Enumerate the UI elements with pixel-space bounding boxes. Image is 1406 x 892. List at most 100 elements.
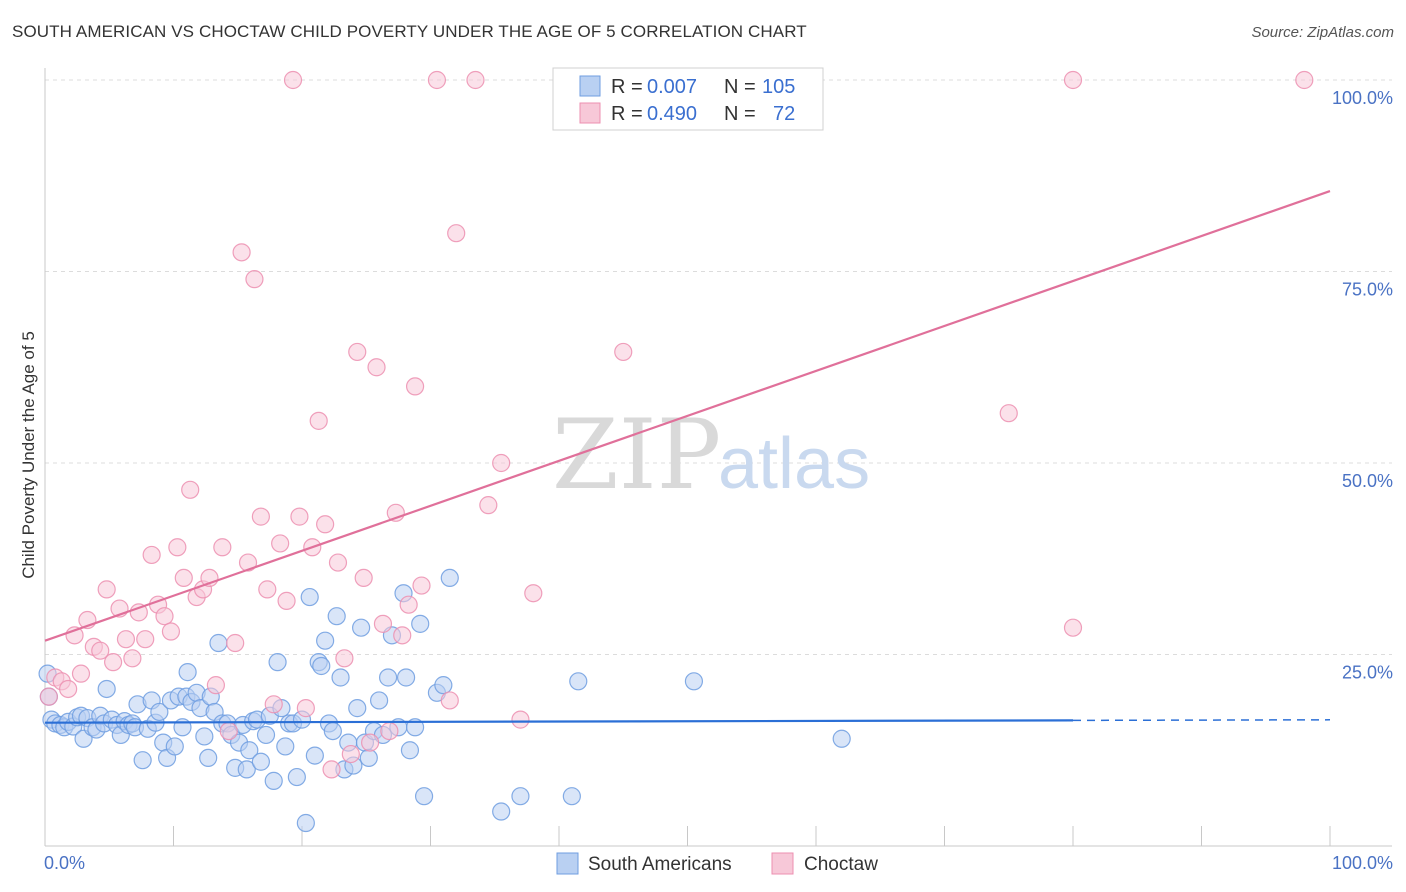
- data-point: [245, 270, 264, 289]
- data-point: [276, 737, 295, 756]
- axes: [44, 68, 1392, 847]
- data-point: [1295, 70, 1314, 90]
- bottom-legend-swatch-south-americans: [556, 852, 579, 875]
- data-point: [479, 496, 498, 515]
- data-point: [832, 729, 851, 748]
- grid: [45, 79, 1392, 655]
- x-tick-label-0: 0.0%: [44, 853, 85, 873]
- x-tick-label-1: 100.0%: [1332, 853, 1393, 873]
- data-point: [412, 576, 431, 595]
- data-point: [511, 710, 530, 729]
- y-tick-label-1: 50.0%: [1342, 471, 1393, 491]
- data-point: [237, 760, 256, 779]
- data-point: [328, 553, 348, 572]
- data-point: [440, 691, 459, 710]
- data-point: [209, 633, 228, 653]
- data-point: [300, 587, 319, 607]
- data-point: [569, 672, 588, 691]
- legend-r-label-1: R =: [611, 103, 643, 125]
- data-point: [206, 676, 226, 695]
- data-point: [251, 507, 270, 526]
- data-point: [405, 718, 425, 737]
- data-point: [226, 633, 245, 653]
- legend: R = 0.007 N = 105 R = 0.490 N = 72: [552, 67, 824, 131]
- watermark-atlas: atlas: [718, 424, 870, 504]
- data-point: [405, 377, 425, 396]
- legend-n-value-1: 72: [773, 103, 795, 125]
- data-point: [323, 721, 342, 741]
- data-point: [524, 584, 543, 603]
- data-point: [39, 687, 58, 706]
- data-point: [251, 752, 270, 771]
- data-point: [181, 480, 200, 499]
- y-tick-label-3: 100.0%: [1332, 88, 1393, 108]
- data-point: [142, 545, 161, 565]
- data-point: [97, 580, 116, 599]
- data-point: [238, 553, 258, 572]
- data-point: [71, 664, 91, 683]
- data-point: [136, 630, 155, 649]
- data-point: [258, 580, 277, 599]
- data-point: [348, 342, 367, 362]
- y-tick-label-0: 25.0%: [1342, 663, 1393, 683]
- data-point: [434, 676, 453, 695]
- data-points: [38, 70, 1314, 833]
- legend-r-value-1: 0.490: [647, 103, 697, 125]
- data-point: [165, 737, 184, 756]
- data-point: [123, 649, 142, 668]
- bottom-legend-label-choctaw: Choctaw: [804, 854, 878, 875]
- data-point: [316, 515, 335, 534]
- legend-swatch-south-americans: [579, 75, 601, 97]
- data-point: [287, 767, 306, 787]
- data-point: [361, 733, 380, 752]
- data-point: [312, 656, 331, 676]
- data-point: [411, 614, 430, 633]
- data-point: [133, 751, 152, 770]
- bottom-legend-swatch-choctaw: [771, 852, 794, 875]
- data-point: [380, 721, 399, 741]
- data-point: [359, 748, 378, 768]
- legend-n-label-0: N =: [724, 76, 756, 98]
- bottom-legend-label-south-americans: South Americans: [588, 854, 732, 875]
- data-point: [400, 741, 420, 760]
- data-point: [256, 725, 276, 745]
- data-point: [264, 695, 283, 714]
- data-point: [492, 802, 511, 821]
- data-point: [195, 727, 214, 746]
- watermark: ZIP atlas: [552, 399, 870, 511]
- data-point: [309, 411, 328, 430]
- data-point: [296, 699, 315, 718]
- legend-n-label-1: N =: [724, 103, 756, 125]
- data-point: [393, 626, 412, 645]
- data-point: [129, 603, 148, 622]
- data-point: [268, 653, 287, 672]
- data-point: [178, 663, 197, 682]
- data-point: [367, 358, 386, 377]
- data-point: [331, 668, 350, 687]
- data-point: [322, 760, 341, 779]
- x-tick-labels: 0.0% 100.0%: [44, 853, 1393, 873]
- data-point: [232, 243, 251, 262]
- data-point: [213, 538, 232, 557]
- legend-n-value-0: 105: [762, 76, 795, 98]
- data-point: [1063, 618, 1083, 637]
- data-point: [562, 787, 581, 806]
- data-point: [414, 787, 434, 806]
- data-point: [440, 568, 459, 588]
- legend-swatch-choctaw: [579, 102, 601, 124]
- data-point: [264, 771, 283, 790]
- data-point: [447, 224, 466, 243]
- y-axis-label: Child Poverty Under the Age of 5: [19, 331, 38, 579]
- data-point: [296, 813, 315, 833]
- data-point: [168, 538, 187, 557]
- trend-lines: [44, 190, 1331, 724]
- data-point: [277, 591, 296, 610]
- y-tick-labels: 25.0% 50.0% 75.0% 100.0%: [1332, 88, 1393, 683]
- data-point: [305, 746, 324, 765]
- data-point: [161, 622, 181, 641]
- data-point: [91, 641, 110, 660]
- y-tick-label-2: 75.0%: [1342, 280, 1393, 300]
- trend-line-south-americans: [44, 719, 1074, 724]
- legend-r-value-0: 0.007: [647, 76, 697, 98]
